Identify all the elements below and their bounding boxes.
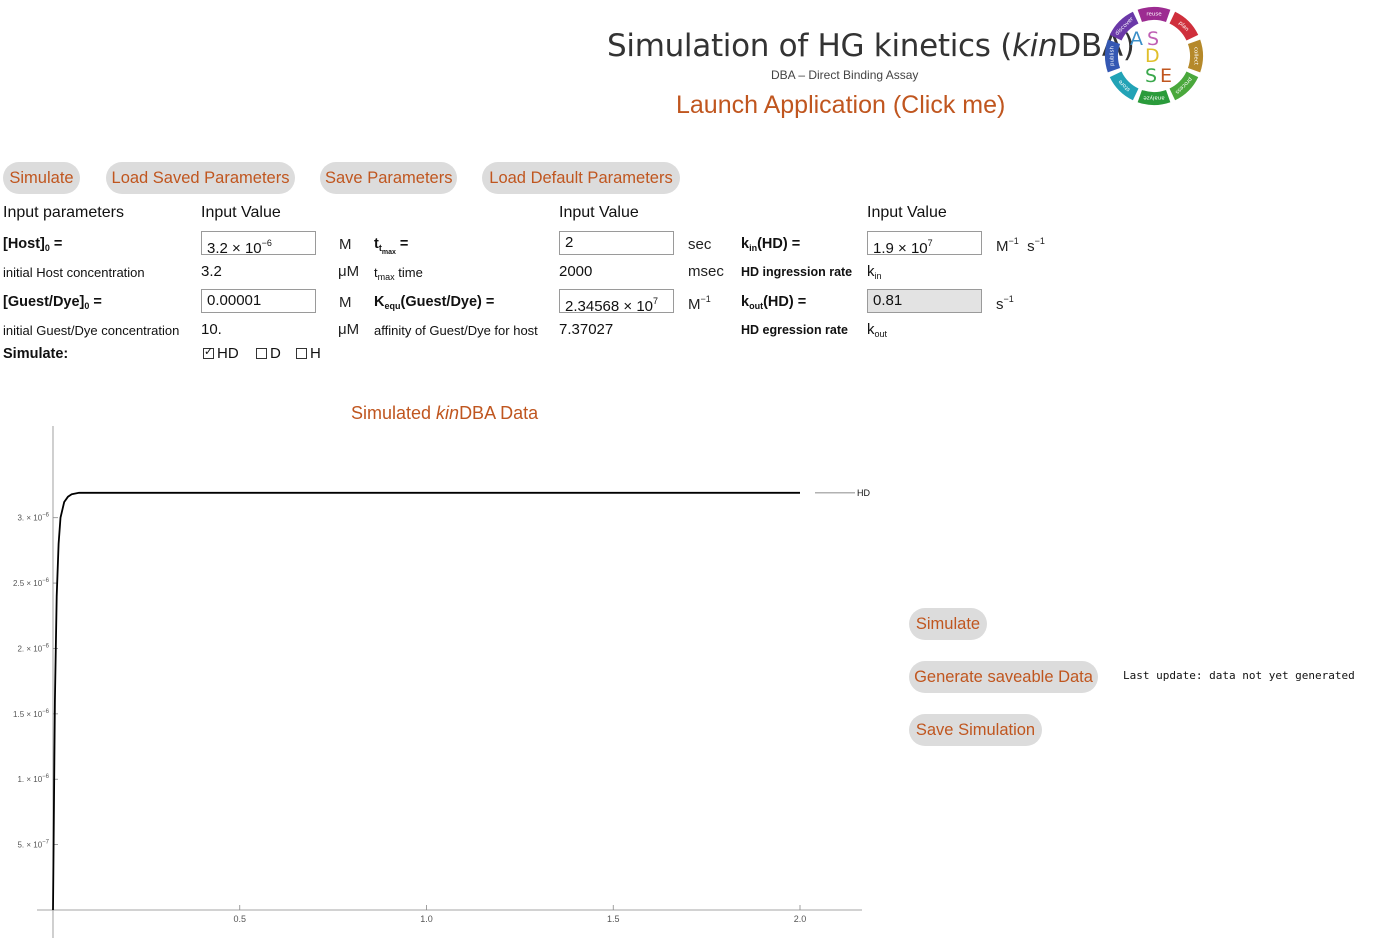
kin-description: HD ingression rate: [741, 265, 853, 279]
load-saved-parameters-button[interactable]: Load Saved Parameters: [106, 162, 295, 194]
app-title: Simulation of HG kinetics (kinDBA): [607, 28, 1135, 64]
host-concentration-input[interactable]: 3.2 × 10−6: [201, 231, 316, 257]
kout-symbol: kout: [867, 321, 888, 339]
kin-label: kin(HD) =: [741, 236, 801, 253]
logo-segment-label-reuse: reuse: [1146, 12, 1162, 18]
app-subtitle: DBA – Direct Binding Assay: [771, 68, 919, 82]
tmax-label: ttmax =: [374, 236, 409, 256]
logo-segment-analyze: [1137, 89, 1171, 106]
input-value-header-3: Input Value: [867, 204, 947, 221]
logo-segment-publish: [1104, 39, 1121, 73]
logo-letter-a: A: [1130, 28, 1143, 50]
kout-unit: s−1: [996, 294, 1014, 313]
input-value-header-1: Input Value: [201, 204, 281, 221]
logo-segment-label-collect: collect: [1193, 47, 1199, 66]
logo-letter-s: S: [1147, 28, 1159, 50]
tmax-description: tmax time: [374, 265, 423, 282]
logo-segment-label-publish: publish: [1110, 46, 1116, 66]
y-tick-label: 1.5 × 10−6: [13, 709, 50, 719]
checkbox-h[interactable]: H: [296, 345, 321, 362]
tmax-derived-unit: msec: [688, 263, 724, 280]
guest-derived-value: 10.: [201, 321, 222, 338]
x-tick-label: 1.0: [420, 914, 433, 924]
asdse-logo: reuseplancollectprocessanalyzestorepubli…: [1104, 6, 1204, 106]
kequ-unit: M−1: [688, 294, 711, 313]
series-line-hd: [52, 491, 800, 911]
host-description: initial Host concentration: [3, 265, 145, 280]
y-tick-label: 2.5 × 10−6: [13, 578, 50, 588]
logo-segment-store: [1109, 71, 1139, 101]
legend-label: HD: [857, 488, 870, 498]
kout-field: 0.81: [867, 289, 982, 313]
logo-letter-e: E: [1160, 65, 1172, 87]
logo-letter-d: D: [1145, 45, 1160, 67]
checkbox-d-box[interactable]: [256, 348, 267, 359]
logo-segment-label-analyze: analyze: [1143, 95, 1165, 101]
kequ-label: Kequ(Guest/Dye) =: [374, 294, 495, 311]
simulate-label: Simulate:: [3, 346, 69, 362]
simulate-button-2[interactable]: Simulate: [909, 608, 987, 640]
kin-symbol: kin: [867, 263, 882, 281]
kout-label: kout(HD) =: [741, 294, 807, 311]
kequ-derived-value: 7.37027: [559, 321, 614, 338]
guest-description: initial Guest/Dye concentration: [3, 323, 180, 338]
logo-segment-process: [1169, 71, 1199, 101]
host-unit: M: [339, 236, 352, 253]
save-parameters-button[interactable]: Save Parameters: [320, 162, 457, 194]
kequ-description: affinity of Guest/Dye for host: [374, 323, 538, 338]
host-derived-value: 3.2: [201, 263, 222, 280]
checkbox-hd[interactable]: HD: [203, 345, 239, 362]
guest-unit: M: [339, 294, 352, 311]
input-parameters-header: Input parameters: [3, 204, 124, 221]
logo-segment-reuse: [1137, 6, 1171, 23]
logo-letter-s2: S: [1145, 65, 1157, 87]
input-value-header-2: Input Value: [559, 204, 639, 221]
y-tick-label: 1. × 10−6: [17, 774, 49, 784]
generate-saveable-data-button[interactable]: Generate saveable Data: [909, 661, 1098, 693]
x-tick-label: 0.5: [233, 914, 246, 924]
y-tick-label: 5. × 10−7: [17, 840, 49, 850]
logo-segment-collect: [1187, 39, 1204, 73]
host-label: [Host]0 =: [3, 236, 63, 253]
simulate-button[interactable]: Simulate: [3, 162, 80, 194]
checkbox-hd-box[interactable]: [203, 345, 214, 359]
x-tick-label: 1.5: [607, 914, 620, 924]
checkbox-d[interactable]: D: [256, 345, 281, 362]
y-tick-label: 3. × 10−6: [17, 513, 49, 523]
guest-concentration-input[interactable]: 0.00001: [201, 289, 316, 313]
kout-description: HD egression rate: [741, 323, 848, 337]
logo-segment-plan: [1169, 11, 1199, 41]
x-tick-label: 2.0: [794, 914, 807, 924]
guest-derived-unit: μM: [338, 321, 360, 338]
tmax-unit: sec: [688, 236, 712, 253]
tmax-derived-value: 2000: [559, 263, 593, 280]
simulation-chart: 0.5 1.0 1.5 2.0 5. × 10−7 1. × 10−6 1.5 × 10−6…: [13, 426, 870, 938]
checkbox-h-box[interactable]: [296, 348, 307, 359]
tmax-input[interactable]: 2: [559, 231, 674, 255]
save-simulation-button[interactable]: Save Simulation: [909, 714, 1042, 746]
logo-segment-discover: [1109, 11, 1139, 41]
launch-application-link[interactable]: Launch Application (Click me): [676, 91, 1006, 119]
kin-input[interactable]: 1.9 × 107: [867, 231, 982, 257]
plot-title: Simulated kinDBA Data: [351, 403, 539, 423]
y-tick-label: 2. × 10−6: [17, 643, 49, 653]
kin-unit: M−1 s−1: [996, 236, 1045, 255]
last-update-status: Last update: data not yet generated: [1123, 669, 1355, 682]
kequ-input[interactable]: 2.34568 × 107: [559, 289, 674, 315]
load-default-parameters-button[interactable]: Load Default Parameters: [482, 162, 680, 194]
host-derived-unit: μM: [338, 263, 360, 280]
guest-label: [Guest/Dye]0 =: [3, 294, 102, 311]
